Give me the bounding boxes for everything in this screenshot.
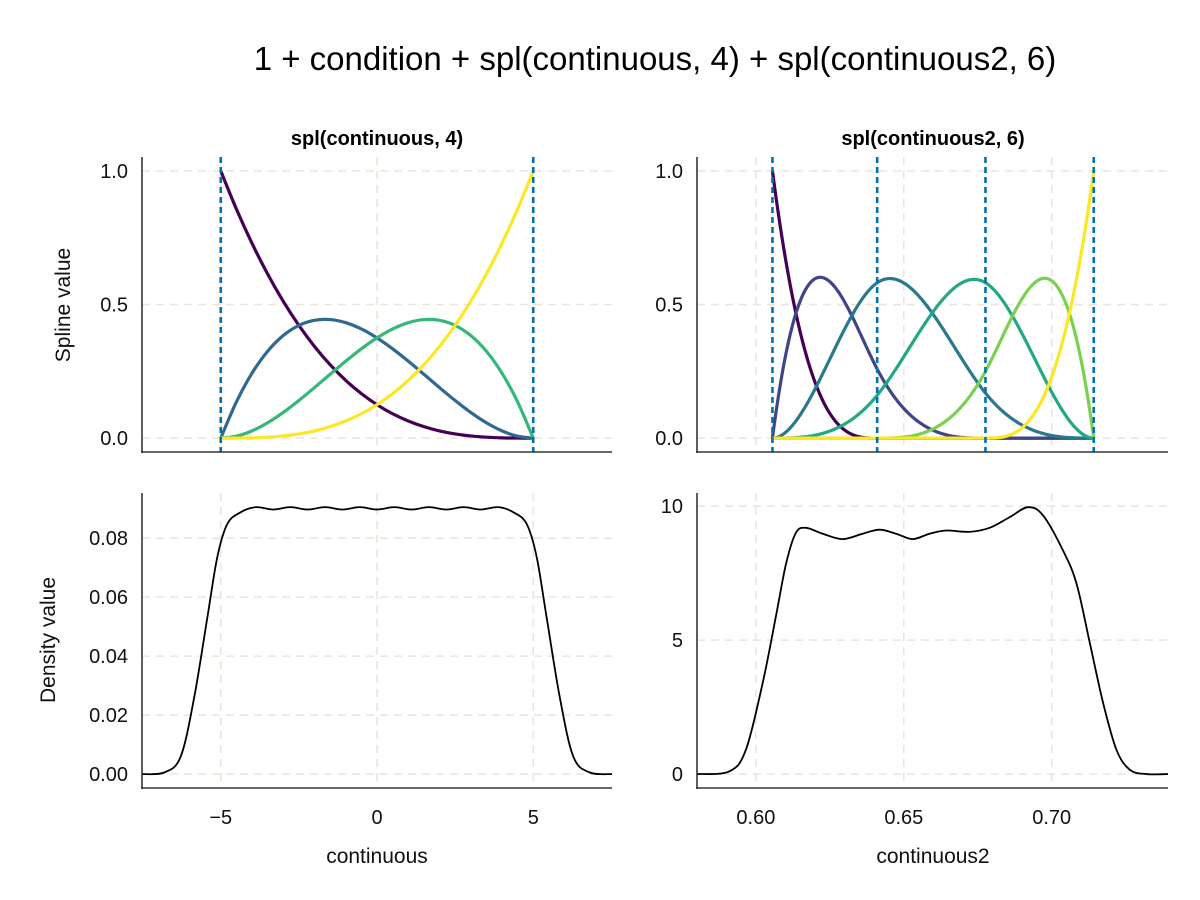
spline-basis-3	[772, 276, 1094, 440]
y-tick-label: 0.5	[655, 295, 683, 317]
y-tick-label: 5	[672, 630, 683, 652]
xlabel-continuous: continuous	[326, 845, 428, 868]
spline-basis-4	[220, 170, 535, 440]
spline-basis-4	[772, 277, 1094, 440]
plot-area	[142, 506, 612, 776]
y-tick-label: 0.0	[100, 428, 128, 450]
xlabel-continuous2: continuous2	[876, 845, 989, 868]
y-tick-label: 0.04	[89, 646, 128, 668]
subtitle-spl-continuous: spl(continuous, 4)	[291, 128, 463, 150]
y-tick-label: 1.0	[655, 161, 683, 183]
spline-basis-5	[772, 276, 1096, 440]
x-tick-label: 0.65	[884, 807, 923, 829]
x-tick-label: 5	[528, 807, 539, 829]
ylabel-spline-value: Spline value	[52, 248, 75, 362]
figure-title: 1 + condition + spl(continuous, 4) + spl…	[254, 40, 1057, 77]
plot-area	[770, 170, 1096, 440]
y-tick-label: 0.00	[89, 764, 128, 786]
x-tick-label: 0.60	[736, 807, 775, 829]
x-tick-label: 0.70	[1032, 807, 1071, 829]
y-tick-label: 0.0	[655, 428, 683, 450]
x-tick-label: −5	[209, 807, 232, 829]
spline-basis-1	[770, 170, 1094, 440]
panel-spline-continuous2: 0.0 0.5 1.0	[655, 157, 1168, 453]
spline-basis-2	[770, 275, 1094, 440]
subtitle-spl-continuous2: spl(continuous2, 6)	[841, 128, 1024, 150]
panel-spline-continuous: 0.0 0.5 1.0	[100, 157, 612, 453]
y-tick-label: 0.08	[89, 528, 128, 550]
density-curve	[697, 506, 1168, 776]
y-tick-label: 10	[661, 496, 683, 518]
y-tick-label: 0.06	[89, 587, 128, 609]
spline-basis-3	[220, 317, 535, 440]
panel-density-continuous: 0.00 0.02 0.04 0.06 0.08 −5 0 5	[89, 493, 612, 829]
x-tick-label: 0	[371, 807, 382, 829]
plot-area	[697, 506, 1168, 776]
plot-area	[219, 170, 535, 440]
y-tick-label: 0	[672, 764, 683, 786]
panel-density-continuous2: 0 5 10 0.60 0.65 0.70	[661, 493, 1168, 829]
density-curve	[142, 506, 612, 776]
y-tick-label: 0.02	[89, 705, 128, 727]
y-tick-label: 1.0	[100, 161, 128, 183]
ylabel-density-value: Density value	[37, 577, 60, 703]
spline-basis-6	[772, 170, 1096, 440]
y-tick-label: 0.5	[100, 295, 128, 317]
